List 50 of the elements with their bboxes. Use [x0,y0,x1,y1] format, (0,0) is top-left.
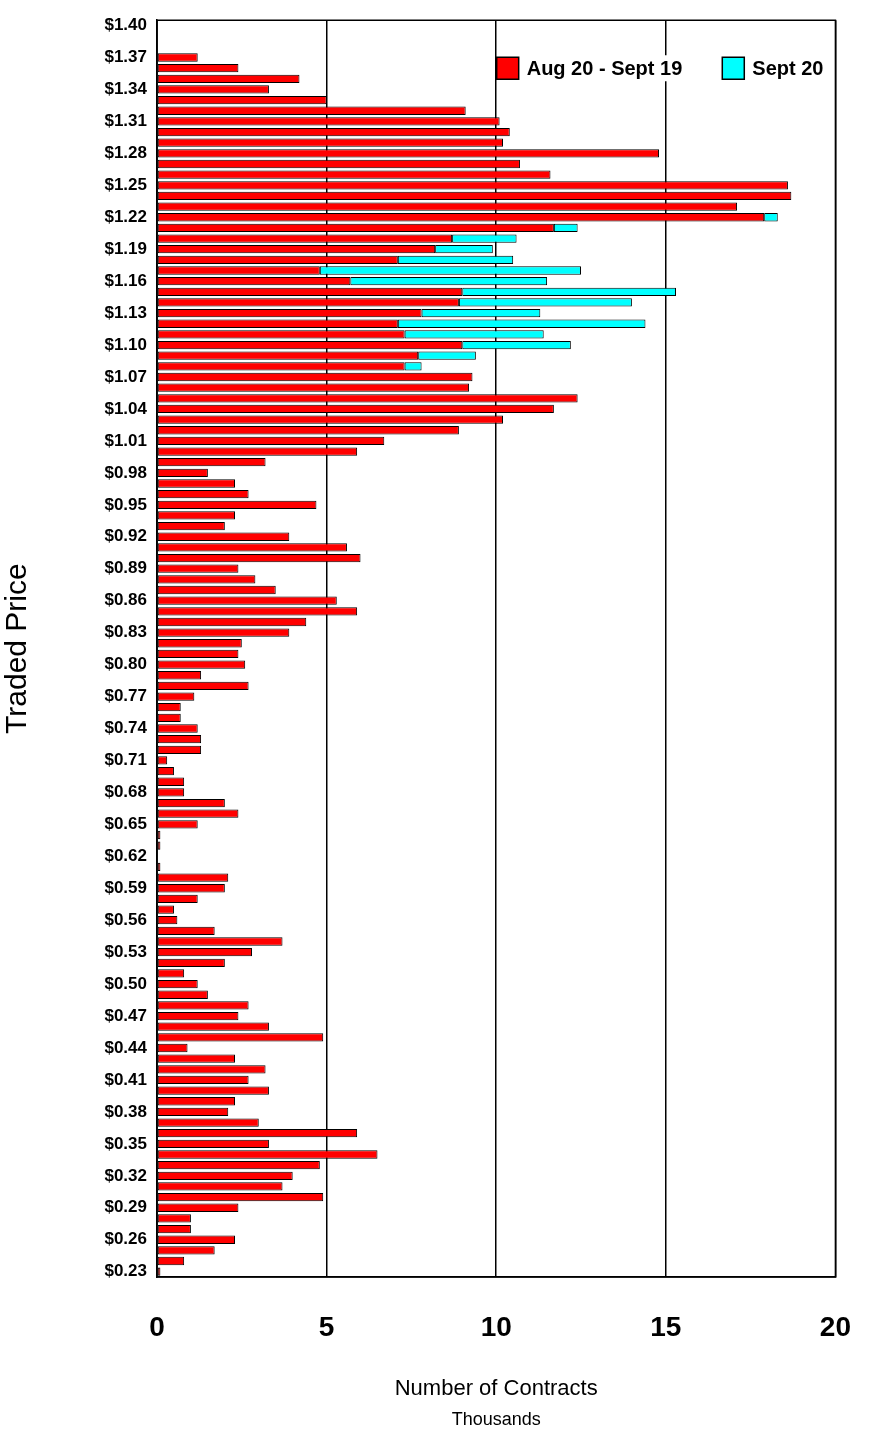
y-tick-label: $0.95 [104,494,147,514]
x-tick-label: 10 [480,1310,512,1342]
y-tick-label: $1.19 [104,238,147,258]
x-tick-label: 5 [318,1310,335,1342]
y-tick-label: $0.86 [104,590,147,610]
y-tick-label: $1.16 [104,270,147,290]
y-tick-label: $0.56 [104,909,147,929]
y-tick-label: $0.92 [104,526,147,546]
legend-label: Aug 20 - Sept 19 [526,56,683,79]
y-tick-label: $1.40 [104,15,147,35]
y-tick-label: $1.31 [104,111,147,131]
y-tick-label: $0.77 [104,686,147,706]
y-tick-label: $0.32 [104,1165,147,1185]
y-tick-label: $0.68 [104,782,147,802]
x-tick-label: 20 [819,1310,852,1342]
y-tick-label: $0.23 [104,1261,147,1281]
legend-label: Sept 20 [752,56,824,79]
x-axis-title: Number of Contracts [394,1374,598,1400]
y-tick-label: $0.50 [104,973,147,993]
x-tick-label: 15 [650,1310,682,1342]
text: Thousands [451,1409,541,1429]
y-tick-label: $0.53 [104,941,147,961]
y-tick-label: $0.74 [104,718,148,738]
y-tick-label: $0.83 [104,622,147,642]
y-axis-title: Traded Price [0,563,33,734]
y-tick-label: $0.65 [104,814,147,834]
y-tick-label: $1.34 [104,79,148,99]
y-tick-label: $1.13 [104,302,147,322]
y-tick-label: $1.25 [104,174,147,194]
y-tick-label: $1.04 [104,398,148,418]
y-tick-label: $1.37 [104,47,147,67]
y-tick-label: $1.10 [104,334,147,354]
y-tick-label: $0.41 [104,1069,147,1089]
y-tick-label: $0.26 [104,1229,147,1249]
y-tick-label: $0.38 [104,1101,147,1121]
y-tick-label: $0.80 [104,654,147,674]
y-tick-label: $0.89 [104,558,147,578]
x-tick-label: 0 [149,1310,165,1342]
y-tick-label: $0.62 [104,845,147,865]
y-tick-label: $0.71 [104,750,147,770]
y-tick-label: $0.29 [104,1197,147,1217]
y-tick-label: $1.07 [104,366,147,386]
y-tick-label: $0.59 [104,877,147,897]
y-tick-label: $0.47 [104,1005,147,1025]
y-tick-label: $1.22 [104,206,147,226]
y-tick-label: $1.01 [104,430,147,450]
y-tick-label: $0.44 [104,1037,148,1057]
y-tick-label: $0.98 [104,462,147,482]
y-tick-label: $1.28 [104,143,147,163]
y-tick-label: $0.35 [104,1133,147,1153]
